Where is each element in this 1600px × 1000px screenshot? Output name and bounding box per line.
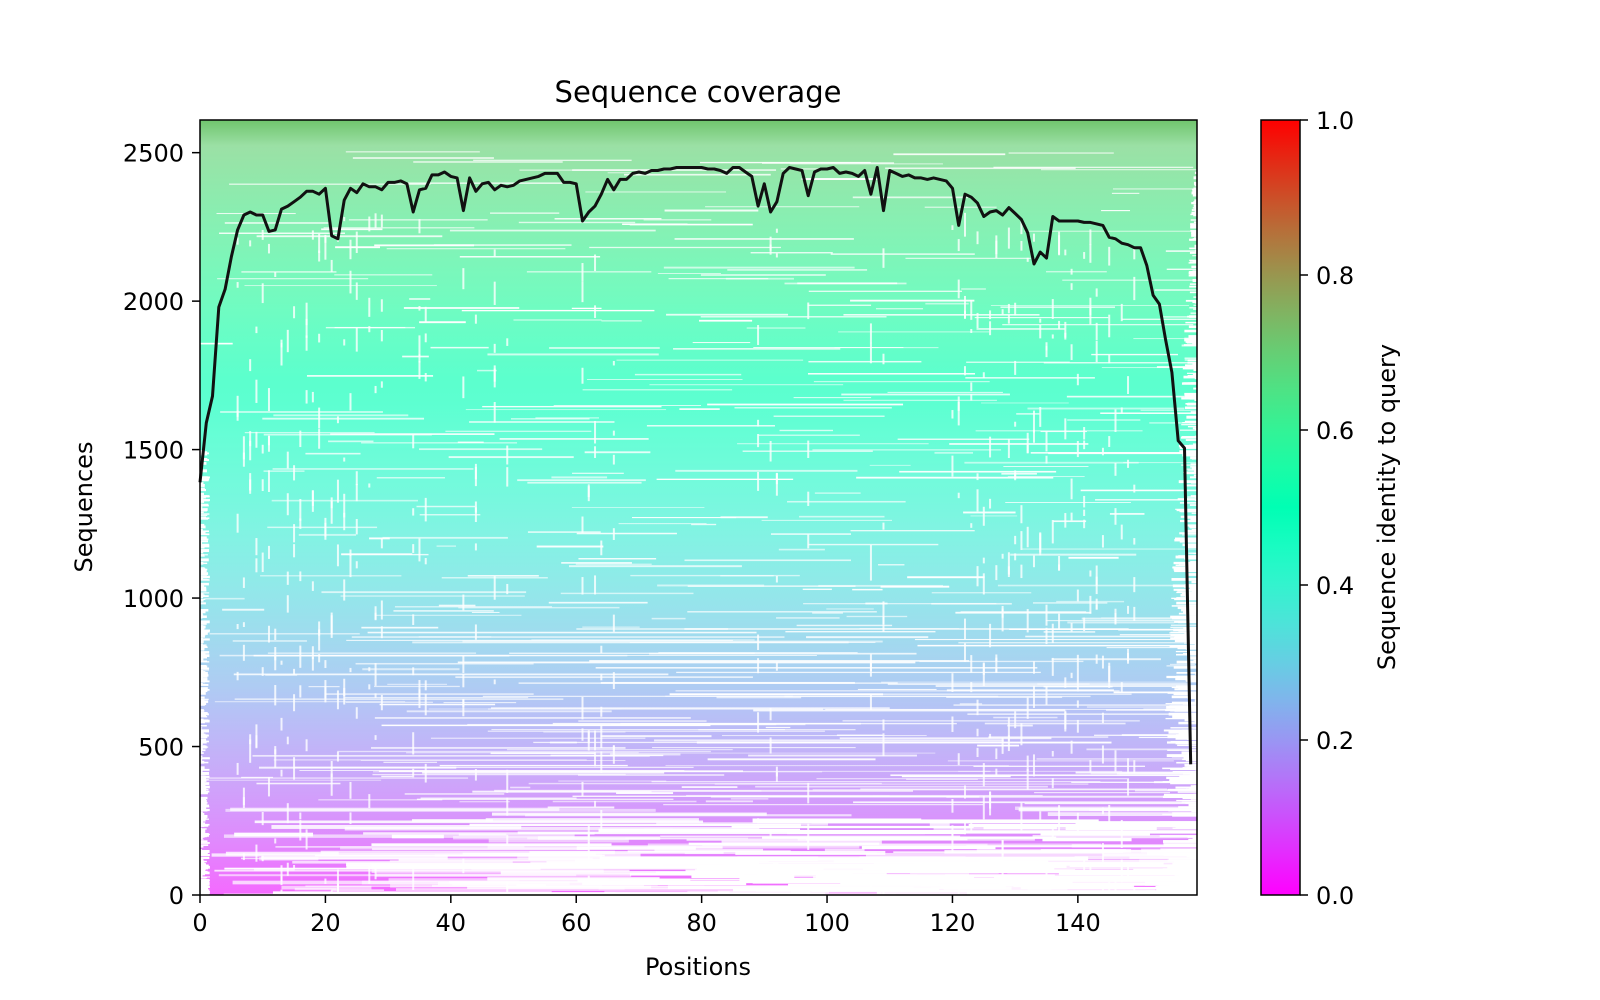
x-tick-label: 40 (436, 909, 467, 937)
y-tick-label: 500 (138, 734, 184, 762)
x-tick-label: 80 (686, 909, 717, 937)
colorbar-label: Sequence identity to query (1373, 344, 1401, 670)
colorbar-tick-label: 0.6 (1316, 417, 1354, 445)
colorbar-gradient (1261, 120, 1300, 895)
colorbar-ticks: 0.0 0.2 0.4 0.6 0.8 1.0 (1300, 107, 1354, 910)
x-tick-label: 60 (561, 909, 592, 937)
colorbar: 0.0 0.2 0.4 0.6 0.8 1.0 (1260, 107, 1354, 910)
x-axis-label: Positions (645, 953, 751, 981)
y-tick-label: 2000 (123, 288, 184, 316)
y-tick-label: 2500 (123, 140, 184, 168)
y-tick-label: 1500 (123, 437, 184, 465)
colorbar-frame (1260, 119, 1301, 896)
x-tick-label: 120 (930, 909, 976, 937)
plot-area: 0 20 40 60 80 100 120 140 0 500 1000 1500 2000 2500 (123, 119, 1198, 937)
colorbar-tick-label: 0.0 (1316, 882, 1354, 910)
colorbar-tick-label: 1.0 (1316, 107, 1354, 135)
colorbar-tick-label: 0.4 (1316, 572, 1354, 600)
coverage-line (198, 166, 1193, 765)
x-axis-ticks: 0 20 40 60 80 100 120 140 (192, 895, 1101, 937)
x-tick-label: 140 (1055, 909, 1101, 937)
x-tick-label: 100 (804, 909, 850, 937)
heatmap-gaps (200, 151, 1197, 895)
y-tick-label: 0 (169, 882, 184, 910)
y-axis-ticks: 0 500 1000 1500 2000 2500 (123, 140, 200, 910)
x-tick-label: 0 (192, 909, 207, 937)
y-axis-label: Sequences (70, 442, 98, 573)
x-tick-label: 20 (310, 909, 341, 937)
colorbar-tick-label: 0.2 (1316, 727, 1354, 755)
colorbar-tick-label: 0.8 (1316, 262, 1354, 290)
y-tick-label: 1000 (123, 585, 184, 613)
chart-title: Sequence coverage (555, 75, 842, 109)
plot-frame (199, 119, 1198, 896)
